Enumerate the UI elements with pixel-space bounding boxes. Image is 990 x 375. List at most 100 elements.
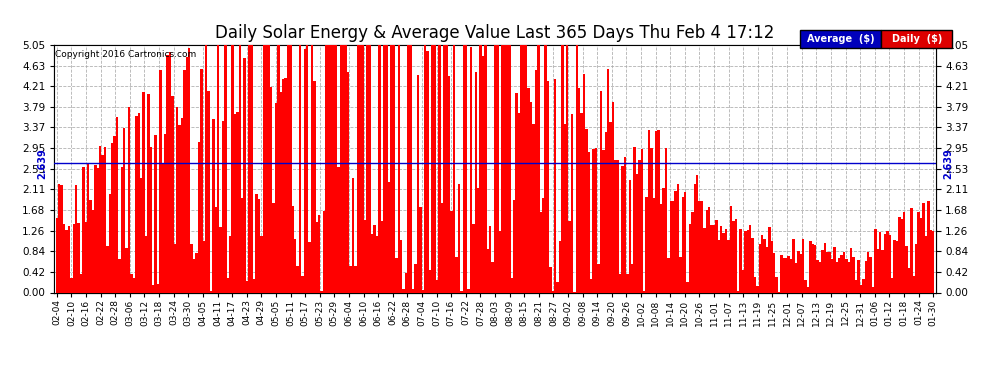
Bar: [205, 45, 207, 292]
Bar: [634, 147, 636, 292]
Bar: [932, 231, 935, 292]
Bar: [655, 132, 657, 292]
Bar: [715, 220, 718, 292]
Bar: [735, 219, 737, 292]
Bar: [650, 148, 652, 292]
Bar: [289, 45, 292, 292]
Bar: [111, 143, 114, 292]
Bar: [546, 81, 549, 292]
Text: Average  ($): Average ($): [807, 34, 874, 44]
Bar: [824, 243, 826, 292]
Bar: [166, 55, 169, 292]
Bar: [792, 239, 795, 292]
Bar: [869, 258, 872, 292]
Bar: [296, 266, 299, 292]
Bar: [109, 194, 111, 292]
Bar: [595, 148, 597, 292]
Bar: [489, 226, 491, 292]
Bar: [328, 45, 330, 292]
Bar: [814, 245, 817, 292]
Bar: [622, 166, 624, 292]
Bar: [482, 56, 484, 292]
Bar: [63, 224, 65, 292]
Bar: [780, 255, 783, 292]
Bar: [592, 149, 595, 292]
Bar: [768, 227, 770, 292]
Bar: [913, 276, 915, 292]
Bar: [756, 286, 758, 292]
Bar: [691, 211, 694, 292]
Bar: [217, 45, 220, 292]
Bar: [351, 178, 354, 292]
Bar: [417, 75, 419, 292]
Bar: [908, 268, 910, 292]
Bar: [612, 102, 614, 292]
Bar: [694, 184, 696, 292]
Bar: [176, 107, 178, 292]
Bar: [619, 273, 622, 292]
Bar: [857, 260, 859, 292]
Bar: [393, 45, 395, 292]
Bar: [257, 199, 260, 292]
Bar: [434, 45, 436, 292]
Bar: [474, 72, 477, 292]
Bar: [876, 249, 879, 292]
Bar: [270, 87, 272, 292]
Text: Copyright 2016 Cartronics.com: Copyright 2016 Cartronics.com: [55, 50, 197, 59]
Bar: [410, 45, 412, 292]
Bar: [457, 184, 460, 292]
Bar: [361, 45, 363, 292]
Bar: [807, 288, 809, 292]
Bar: [250, 45, 253, 292]
Bar: [246, 281, 248, 292]
Bar: [65, 230, 67, 292]
Bar: [795, 262, 797, 292]
Bar: [508, 45, 511, 292]
Bar: [376, 236, 378, 292]
Bar: [903, 212, 906, 292]
Bar: [452, 45, 455, 292]
Bar: [80, 274, 82, 292]
Bar: [87, 164, 89, 292]
Bar: [156, 284, 159, 292]
Bar: [385, 45, 388, 292]
Bar: [889, 235, 891, 292]
Bar: [800, 254, 802, 292]
Bar: [82, 167, 84, 292]
Bar: [301, 276, 304, 292]
Bar: [99, 147, 101, 292]
Bar: [641, 149, 644, 292]
Bar: [761, 235, 763, 292]
Bar: [554, 79, 556, 292]
Bar: [479, 45, 482, 292]
Bar: [597, 264, 600, 292]
Bar: [763, 239, 766, 292]
Bar: [600, 92, 602, 292]
Bar: [304, 48, 306, 292]
Bar: [677, 184, 679, 292]
Bar: [366, 45, 368, 292]
Bar: [183, 70, 186, 292]
Bar: [511, 278, 513, 292]
Bar: [294, 239, 296, 292]
Bar: [829, 252, 831, 292]
Bar: [272, 203, 275, 292]
Bar: [804, 280, 807, 292]
Bar: [645, 197, 647, 292]
Bar: [901, 219, 903, 292]
Bar: [826, 252, 829, 292]
Bar: [178, 124, 181, 292]
Bar: [728, 240, 730, 292]
Bar: [842, 252, 845, 292]
Bar: [513, 200, 516, 292]
Bar: [441, 203, 444, 292]
Bar: [706, 210, 708, 292]
Bar: [672, 201, 674, 292]
Bar: [708, 207, 711, 292]
Bar: [321, 291, 323, 292]
Bar: [549, 267, 551, 292]
Bar: [847, 262, 850, 292]
Bar: [253, 279, 255, 292]
Bar: [241, 198, 244, 292]
Bar: [148, 94, 149, 292]
